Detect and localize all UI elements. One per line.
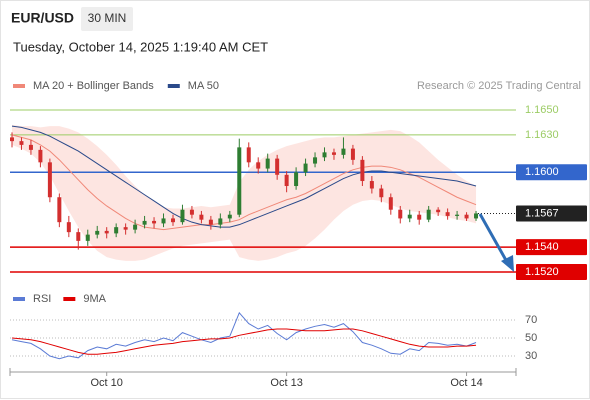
candle-body — [294, 172, 299, 187]
candle-body — [95, 230, 100, 235]
candle-body — [199, 214, 204, 220]
candle-body — [407, 214, 412, 219]
candle-body — [161, 218, 166, 224]
x-tick-label: Oct 13 — [270, 377, 302, 389]
y-tick-label: 50 — [525, 332, 537, 344]
bollinger-band — [12, 124, 477, 261]
candle-body — [208, 219, 213, 225]
timeframe[interactable]: 30 MIN — [88, 11, 127, 25]
legend-label: MA 20 + Bollinger Bands — [33, 80, 154, 92]
candle-body — [322, 152, 327, 158]
candle-body — [474, 213, 479, 219]
candle-body — [455, 214, 460, 216]
candle-body — [350, 148, 355, 160]
level-label: 1.1567 — [525, 207, 559, 219]
level-label: 1.1540 — [525, 241, 559, 253]
legend-label: 9MA — [83, 293, 106, 305]
candle-body — [180, 209, 185, 223]
level-label-box — [516, 239, 587, 256]
level-label-box — [516, 205, 587, 222]
candle-body — [133, 224, 138, 230]
moving-average — [11, 134, 477, 231]
attribution: Research © 2025 Trading Central — [417, 80, 581, 92]
candle-body — [445, 212, 450, 216]
datetime: Tuesday, October 14, 2025 1:19:40 AM CET — [13, 39, 268, 54]
level-label-box — [516, 164, 587, 181]
level-label-box — [516, 264, 587, 281]
candle-body — [170, 218, 175, 223]
candle-body — [57, 197, 62, 223]
candle-body — [227, 214, 232, 219]
candle-body — [275, 158, 280, 175]
candle-body — [10, 137, 14, 142]
rsi-line — [11, 328, 477, 355]
candle-body — [28, 144, 33, 150]
symbol: EUR/USD — [11, 10, 74, 26]
level-label: 1.1650 — [525, 104, 559, 116]
plot-front: 1.1650 1.1630 1.1600 1.1567 1.1540 1.1520 Oct … — [10, 80, 587, 389]
candle-body — [313, 157, 318, 164]
candle-body — [265, 158, 270, 169]
candle-body — [123, 227, 128, 230]
x-tick-label: Oct 14 — [450, 377, 482, 389]
candle-body — [256, 162, 261, 169]
candle-body — [331, 152, 336, 155]
candle-body — [66, 222, 71, 233]
candle-body — [426, 209, 431, 220]
candle-body — [189, 209, 194, 215]
level-label: 1.1600 — [525, 166, 559, 178]
candle-body — [246, 147, 251, 163]
rsi-line — [11, 311, 477, 360]
plot-back — [10, 109, 516, 357]
legend-label: MA 50 — [188, 80, 219, 92]
candle-body — [388, 197, 393, 210]
forecast-arrowhead — [501, 255, 514, 272]
candle-body — [341, 148, 346, 155]
y-tick-label: 70 — [525, 314, 537, 326]
candle-body — [379, 188, 384, 198]
moving-average — [11, 125, 477, 228]
level-label: 1.1630 — [525, 129, 559, 141]
legend-label: RSI — [33, 293, 51, 305]
legend-swatch — [13, 297, 25, 301]
candle-body — [284, 174, 289, 187]
timeframe-box — [81, 7, 133, 31]
legend-swatch — [63, 297, 76, 301]
candle-body — [38, 149, 43, 163]
candle-body — [303, 163, 308, 173]
candle-body — [47, 162, 52, 198]
candle-body — [417, 214, 422, 220]
candle-body — [114, 227, 119, 234]
candle-body — [360, 159, 365, 182]
candle-body — [152, 220, 157, 224]
candle-body — [19, 141, 24, 145]
candle-body — [218, 218, 223, 225]
legend-swatch — [13, 84, 25, 88]
candle-body — [436, 209, 441, 213]
x-tick-label: Oct 10 — [90, 377, 122, 389]
forecast-arrow — [478, 213, 509, 263]
legend-swatch — [167, 84, 180, 88]
candle-body — [464, 214, 469, 219]
candle-body — [104, 230, 109, 234]
level-label: 1.1520 — [525, 266, 559, 278]
candle-body — [398, 209, 403, 219]
y-tick-label: 30 — [525, 350, 537, 362]
candle-body — [76, 232, 81, 241]
candle-body — [237, 147, 242, 215]
candle-body — [142, 220, 147, 225]
candle-body — [85, 234, 90, 241]
candle-body — [369, 181, 374, 189]
